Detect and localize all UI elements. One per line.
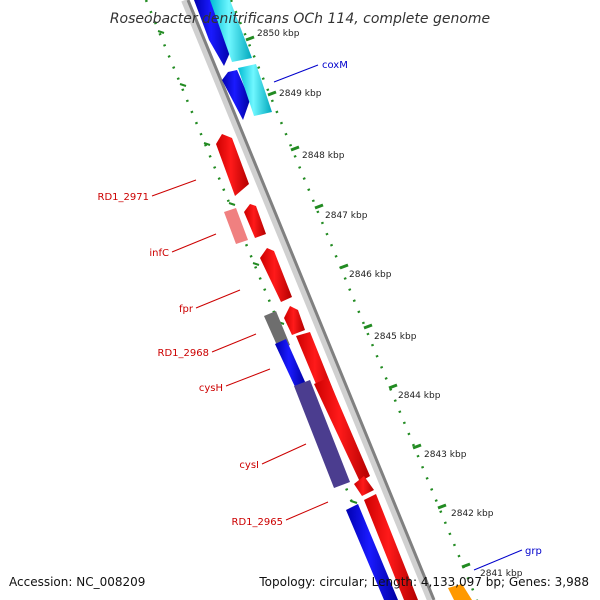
gene-label-coxM[interactable]: coxM xyxy=(322,60,348,71)
gene-label-infC[interactable]: infC xyxy=(149,248,169,259)
gene-arrow[interactable] xyxy=(216,134,249,196)
rna-gene[interactable] xyxy=(238,64,272,116)
merged-gene[interactable] xyxy=(294,380,350,488)
gene-arrow[interactable] xyxy=(275,339,306,389)
tick-label: 2845 kbp xyxy=(374,332,417,342)
tick-label: 2841 kbp xyxy=(480,569,523,579)
outer-tick-marks xyxy=(245,35,471,569)
accession-text: Accession: NC_008209 xyxy=(9,575,145,589)
tick-label: 2842 kbp xyxy=(451,509,494,519)
gene-arrow[interactable] xyxy=(244,204,266,238)
tick-label: 2843 kbp xyxy=(424,450,467,460)
map-title: Roseobacter denitrificans OCh 114, compl… xyxy=(110,11,490,27)
gene-label-grp[interactable]: grp xyxy=(525,546,542,557)
gene-labels: coxM RD1_2971 infC fpr RD1_2968 cysH cys… xyxy=(98,60,542,557)
gene-arrow[interactable] xyxy=(194,0,232,66)
gene-arrow[interactable] xyxy=(222,70,250,120)
gene-label-RD1_2971[interactable]: RD1_2971 xyxy=(98,192,149,203)
gene-label-RD1_2968[interactable]: RD1_2968 xyxy=(158,348,209,359)
topology-text: Topology: circular; Length: 4,133,097 bp… xyxy=(258,575,589,589)
rna-gene[interactable] xyxy=(210,0,252,62)
backbone xyxy=(181,0,436,600)
gene-arrow[interactable] xyxy=(346,504,398,600)
gene-label-fpr[interactable]: fpr xyxy=(179,304,194,315)
gene-arrow[interactable] xyxy=(354,476,374,496)
forward-strand-genes xyxy=(210,0,472,600)
tick-label: 2849 kbp xyxy=(279,89,322,99)
gene-arrow[interactable] xyxy=(260,248,292,302)
gene-label-cysH[interactable]: cysH xyxy=(199,383,223,394)
tick-labels: 2850 kbp 2849 kbp 2848 kbp 2847 kbp 2846… xyxy=(257,29,523,579)
gene-label-RD1_2965[interactable]: RD1_2965 xyxy=(232,517,283,528)
footer: Accession: NC_008209 Topology: circular;… xyxy=(9,575,589,589)
gene-arrow[interactable] xyxy=(364,494,418,600)
tick-guides xyxy=(144,0,479,600)
label-leaders xyxy=(151,64,523,571)
gene-arrow[interactable] xyxy=(284,306,305,335)
tick-label: 2846 kbp xyxy=(349,270,392,280)
tick-label: 2848 kbp xyxy=(302,151,345,161)
tick-label: 2844 kbp xyxy=(398,391,441,401)
reverse-strand-genes xyxy=(194,0,398,600)
misc-gene[interactable] xyxy=(448,584,472,600)
gene-label-cysI[interactable]: cysI xyxy=(239,460,259,471)
pseudo-gene[interactable] xyxy=(224,208,248,244)
tick-label: 2847 kbp xyxy=(325,211,368,221)
tick-label: 2850 kbp xyxy=(257,29,300,39)
gene-arrow[interactable] xyxy=(314,378,370,482)
